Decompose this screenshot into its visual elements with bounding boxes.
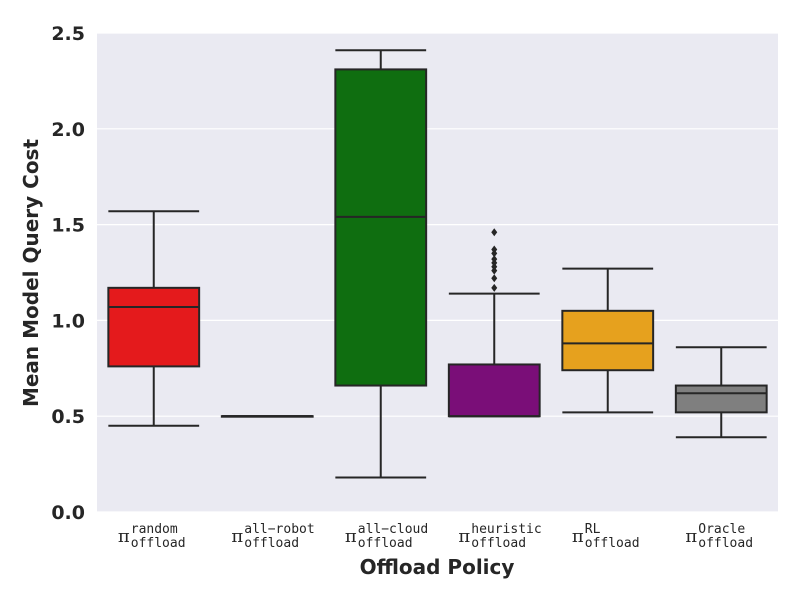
y-axis-label: Mean Model Query Cost: [19, 139, 43, 407]
pi-symbol: π: [345, 526, 357, 547]
x-tick-superscript: heuristic: [471, 522, 541, 537]
y-tick-label: 0.5: [51, 406, 85, 428]
grid-lines: [97, 32, 778, 513]
x-tick-superscript: all−cloud: [358, 522, 428, 537]
box-iqr: [561, 309, 655, 372]
y-tick-label: 1.5: [51, 215, 85, 237]
box-iqr: [334, 68, 428, 387]
outlier-point: [491, 228, 498, 237]
y-tick-label: 1.0: [51, 310, 85, 332]
x-tick-superscript: random: [131, 522, 178, 537]
x-tick-subscript: offload: [131, 536, 186, 551]
pi-symbol: π: [458, 526, 470, 547]
y-tick-label: 0.0: [51, 502, 85, 524]
y-tick-label: 2.0: [51, 119, 85, 141]
x-tick-subscript: offload: [698, 536, 753, 551]
x-tick-superscript: RL: [585, 522, 601, 537]
boxes-group: [107, 49, 768, 479]
y-tick-label: 2.5: [51, 23, 85, 45]
x-tick-subscript: offload: [585, 536, 640, 551]
y-tick-labels: 0.0 0.5 1.0 1.5 2.0 2.5: [51, 23, 85, 524]
outlier-point: [491, 283, 498, 292]
x-tick-superscript: Oracle: [698, 522, 745, 537]
outlier-point: [491, 245, 498, 254]
x-tick-subscript: offload: [358, 536, 413, 551]
outlier-point: [491, 255, 498, 264]
x-tick-subscript: offload: [244, 536, 299, 551]
x-axis-label: Offload Policy: [360, 555, 515, 579]
pi-symbol: π: [685, 526, 697, 547]
box-iqr: [674, 384, 768, 414]
x-tick-subscript: offload: [471, 536, 526, 551]
pi-symbol: π: [118, 526, 130, 547]
box-iqr: [107, 286, 201, 368]
plot-area: [97, 33, 778, 512]
x-tick-superscript: all−robot: [244, 522, 314, 537]
pi-symbol: π: [231, 526, 243, 547]
box-iqr: [447, 363, 541, 418]
pi-symbol: π: [572, 526, 584, 547]
outlier-point: [491, 274, 498, 283]
